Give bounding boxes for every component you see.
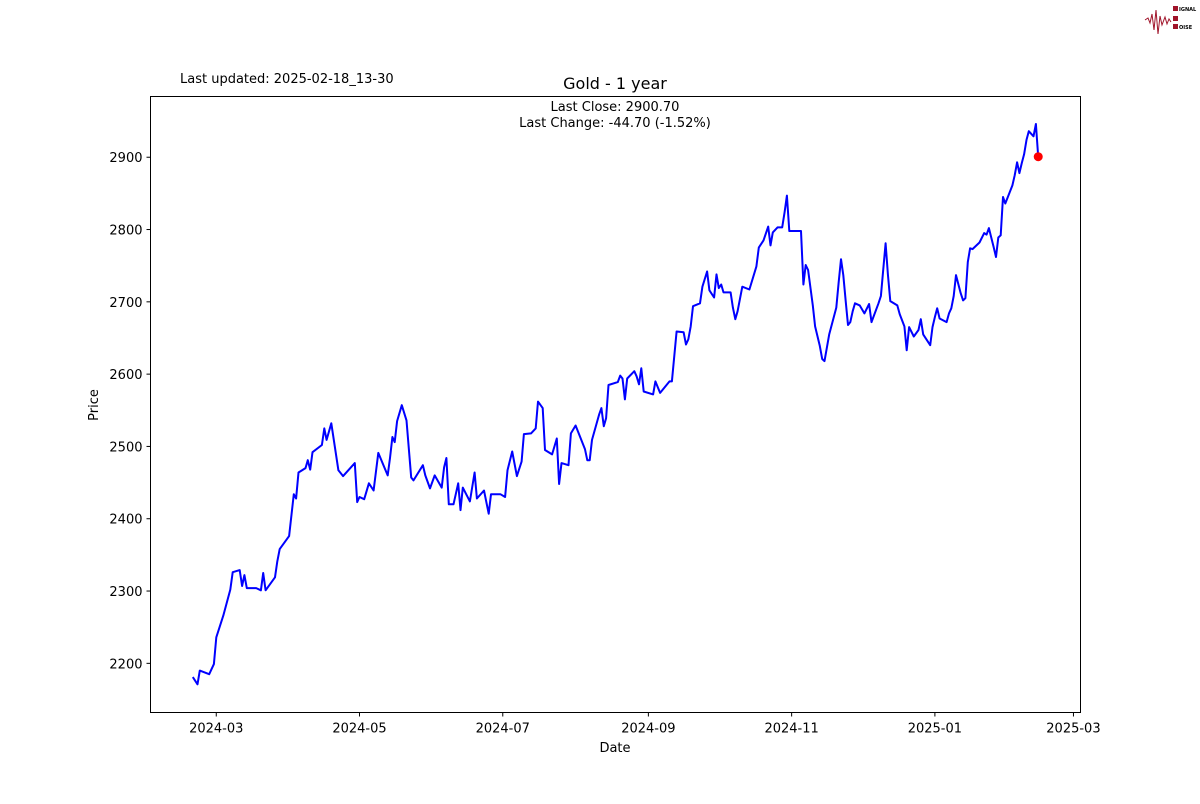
y-tick-label: 2700 <box>109 296 142 311</box>
y-tick-label: 2500 <box>109 440 142 455</box>
y-tick-label: 2600 <box>109 368 142 383</box>
y-tick-label: 2400 <box>109 513 142 528</box>
y-tick-label: 2300 <box>109 585 142 600</box>
y-axis-ticks: 2200 2300 2400 2500 2600 2700 2800 2900 <box>109 151 151 672</box>
plot-area-frame <box>150 96 1081 713</box>
last-close-annotation: Last Close: 2900.70 <box>551 100 680 115</box>
x-tick-label: 2024-05 <box>332 722 386 737</box>
x-tick-label: 2024-03 <box>189 722 243 737</box>
x-tick-label: 2025-03 <box>1046 722 1100 737</box>
svg-text:OISE: OISE <box>1179 25 1193 31</box>
x-tick-label: 2024-09 <box>621 722 675 737</box>
last-change-annotation: Last Change: -44.70 (-1.52%) <box>519 116 711 131</box>
y-tick-label: 2900 <box>109 151 142 166</box>
x-tick-label: 2024-07 <box>476 722 530 737</box>
y-axis-label: Price <box>87 389 102 421</box>
y-tick-label: 2800 <box>109 224 142 239</box>
last-updated-label: Last updated: 2025-02-18_13-30 <box>180 72 394 87</box>
y-tick-label: 2200 <box>109 657 142 672</box>
last-close-marker <box>1033 152 1043 162</box>
signal-2-noise-logo: IGNAL OISE <box>1144 6 1197 35</box>
chart-title: Gold - 1 year <box>563 74 667 93</box>
series-gold-price <box>191 123 1043 686</box>
price-line <box>191 123 1040 686</box>
x-axis-ticks: 2024-03 2024-05 2024-07 2024-09 2024-11 2025-… <box>189 712 1101 737</box>
x-tick-label: 2025-01 <box>908 722 962 737</box>
svg-text:IGNAL: IGNAL <box>1179 7 1197 13</box>
x-axis-label: Date <box>599 741 630 756</box>
x-tick-label: 2024-11 <box>764 722 818 737</box>
